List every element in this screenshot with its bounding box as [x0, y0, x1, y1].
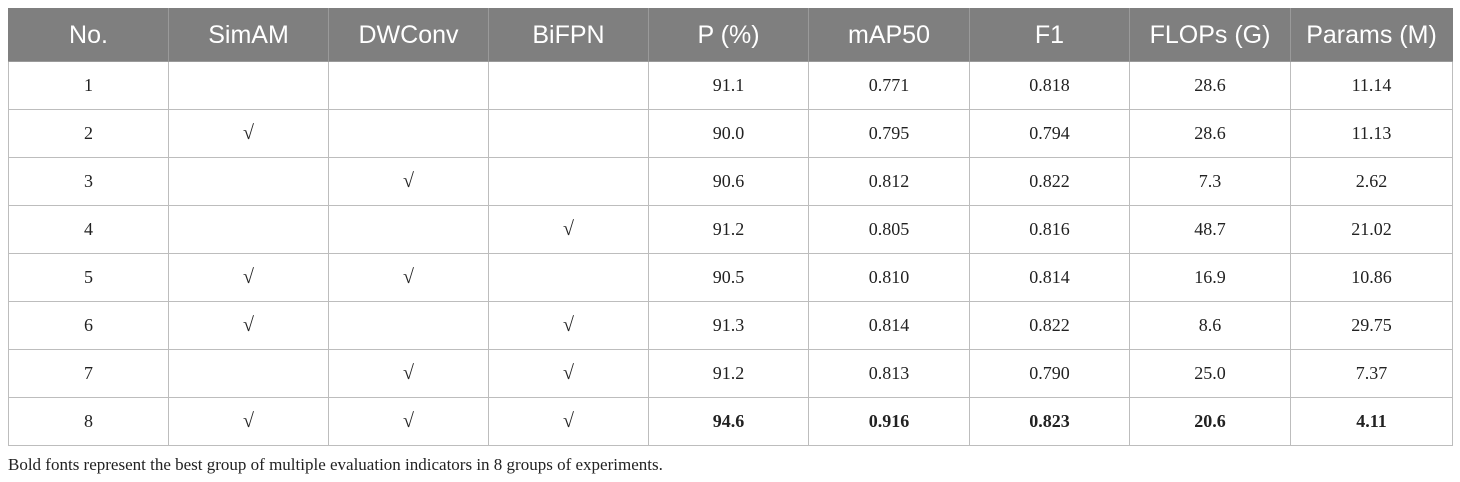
cell-precision: 91.2: [648, 205, 809, 254]
cell-bifpn: [488, 109, 649, 158]
cell-flops: 48.7: [1129, 205, 1291, 254]
cell-flops: 8.6: [1129, 301, 1291, 350]
header-row: No. SimAM DWConv BiFPN P (%) mAP50 F1 FL…: [8, 8, 1453, 62]
cell-simam: [168, 205, 329, 254]
cell-no: 4: [8, 205, 169, 254]
cell-simam: √: [168, 253, 329, 302]
cell-params: 2.62: [1290, 157, 1453, 206]
table-row: 7 √ √ 91.2 0.813 0.790 25.0 7.37: [8, 349, 1453, 398]
cell-bifpn: √: [488, 205, 649, 254]
table-row: 8 √ √ √ 94.6 0.916 0.823 20.6 4.11: [8, 397, 1453, 446]
cell-flops: 25.0: [1129, 349, 1291, 398]
cell-f1: 0.818: [969, 61, 1130, 110]
cell-simam: √: [168, 109, 329, 158]
cell-bifpn: √: [488, 397, 649, 446]
cell-flops: 28.6: [1129, 61, 1291, 110]
header-dwconv: DWConv: [328, 8, 489, 62]
header-params: Params (M): [1290, 8, 1453, 62]
cell-bifpn: √: [488, 349, 649, 398]
cell-simam: [168, 157, 329, 206]
cell-dwconv: √: [328, 253, 489, 302]
table-footnote: Bold fonts represent the best group of m…: [8, 455, 663, 474]
cell-dwconv: √: [328, 349, 489, 398]
cell-flops: 20.6: [1129, 397, 1291, 446]
cell-dwconv: [328, 205, 489, 254]
cell-params: 11.13: [1290, 109, 1453, 158]
table-row: 6 √ √ 91.3 0.814 0.822 8.6 29.75: [8, 301, 1453, 350]
header-bifpn: BiFPN: [488, 8, 649, 62]
cell-f1: 0.790: [969, 349, 1130, 398]
cell-no: 8: [8, 397, 169, 446]
cell-flops: 7.3: [1129, 157, 1291, 206]
header-precision: P (%): [648, 8, 809, 62]
cell-bifpn: [488, 253, 649, 302]
cell-precision: 91.1: [648, 61, 809, 110]
cell-precision: 90.0: [648, 109, 809, 158]
cell-f1: 0.822: [969, 301, 1130, 350]
cell-dwconv: [328, 61, 489, 110]
cell-map50: 0.813: [808, 349, 970, 398]
header-simam: SimAM: [168, 8, 329, 62]
cell-simam: [168, 349, 329, 398]
cell-params: 29.75: [1290, 301, 1453, 350]
results-table-container: No. SimAM DWConv BiFPN P (%) mAP50 F1 FL…: [8, 8, 1453, 446]
cell-dwconv: √: [328, 397, 489, 446]
cell-params: 4.11: [1290, 397, 1453, 446]
cell-params: 21.02: [1290, 205, 1453, 254]
cell-f1: 0.816: [969, 205, 1130, 254]
cell-precision: 91.3: [648, 301, 809, 350]
cell-flops: 28.6: [1129, 109, 1291, 158]
cell-params: 7.37: [1290, 349, 1453, 398]
header-f1: F1: [969, 8, 1130, 62]
cell-precision: 91.2: [648, 349, 809, 398]
cell-dwconv: [328, 301, 489, 350]
cell-dwconv: √: [328, 157, 489, 206]
cell-map50: 0.805: [808, 205, 970, 254]
cell-no: 2: [8, 109, 169, 158]
cell-no: 7: [8, 349, 169, 398]
cell-flops: 16.9: [1129, 253, 1291, 302]
cell-precision: 90.6: [648, 157, 809, 206]
cell-bifpn: √: [488, 301, 649, 350]
table-body: 1 91.1 0.771 0.818 28.6 11.14 2 √ 90.0 0.795 0.794…: [8, 61, 1453, 446]
cell-f1: 0.823: [969, 397, 1130, 446]
cell-f1: 0.794: [969, 109, 1130, 158]
cell-map50: 0.771: [808, 61, 970, 110]
table-row: 2 √ 90.0 0.795 0.794 28.6 11.13: [8, 109, 1453, 158]
cell-params: 11.14: [1290, 61, 1453, 110]
table-row: 4 √ 91.2 0.805 0.816 48.7 21.02: [8, 205, 1453, 254]
table-row: 3 √ 90.6 0.812 0.822 7.3 2.62: [8, 157, 1453, 206]
cell-map50: 0.795: [808, 109, 970, 158]
cell-simam: √: [168, 301, 329, 350]
table-row: 1 91.1 0.771 0.818 28.6 11.14: [8, 61, 1453, 110]
cell-bifpn: [488, 61, 649, 110]
results-table: No. SimAM DWConv BiFPN P (%) mAP50 F1 FL…: [8, 8, 1453, 446]
cell-no: 6: [8, 301, 169, 350]
cell-map50: 0.814: [808, 301, 970, 350]
cell-no: 3: [8, 157, 169, 206]
cell-map50: 0.812: [808, 157, 970, 206]
cell-no: 1: [8, 61, 169, 110]
cell-map50: 0.810: [808, 253, 970, 302]
cell-precision: 90.5: [648, 253, 809, 302]
cell-simam: [168, 61, 329, 110]
table-row: 5 √ √ 90.5 0.810 0.814 16.9 10.86: [8, 253, 1453, 302]
cell-params: 10.86: [1290, 253, 1453, 302]
cell-map50: 0.916: [808, 397, 970, 446]
cell-simam: √: [168, 397, 329, 446]
header-map50: mAP50: [808, 8, 970, 62]
cell-precision: 94.6: [648, 397, 809, 446]
cell-dwconv: [328, 109, 489, 158]
cell-f1: 0.822: [969, 157, 1130, 206]
cell-bifpn: [488, 157, 649, 206]
header-flops: FLOPs (G): [1129, 8, 1291, 62]
cell-no: 5: [8, 253, 169, 302]
cell-f1: 0.814: [969, 253, 1130, 302]
header-no: No.: [8, 8, 169, 62]
